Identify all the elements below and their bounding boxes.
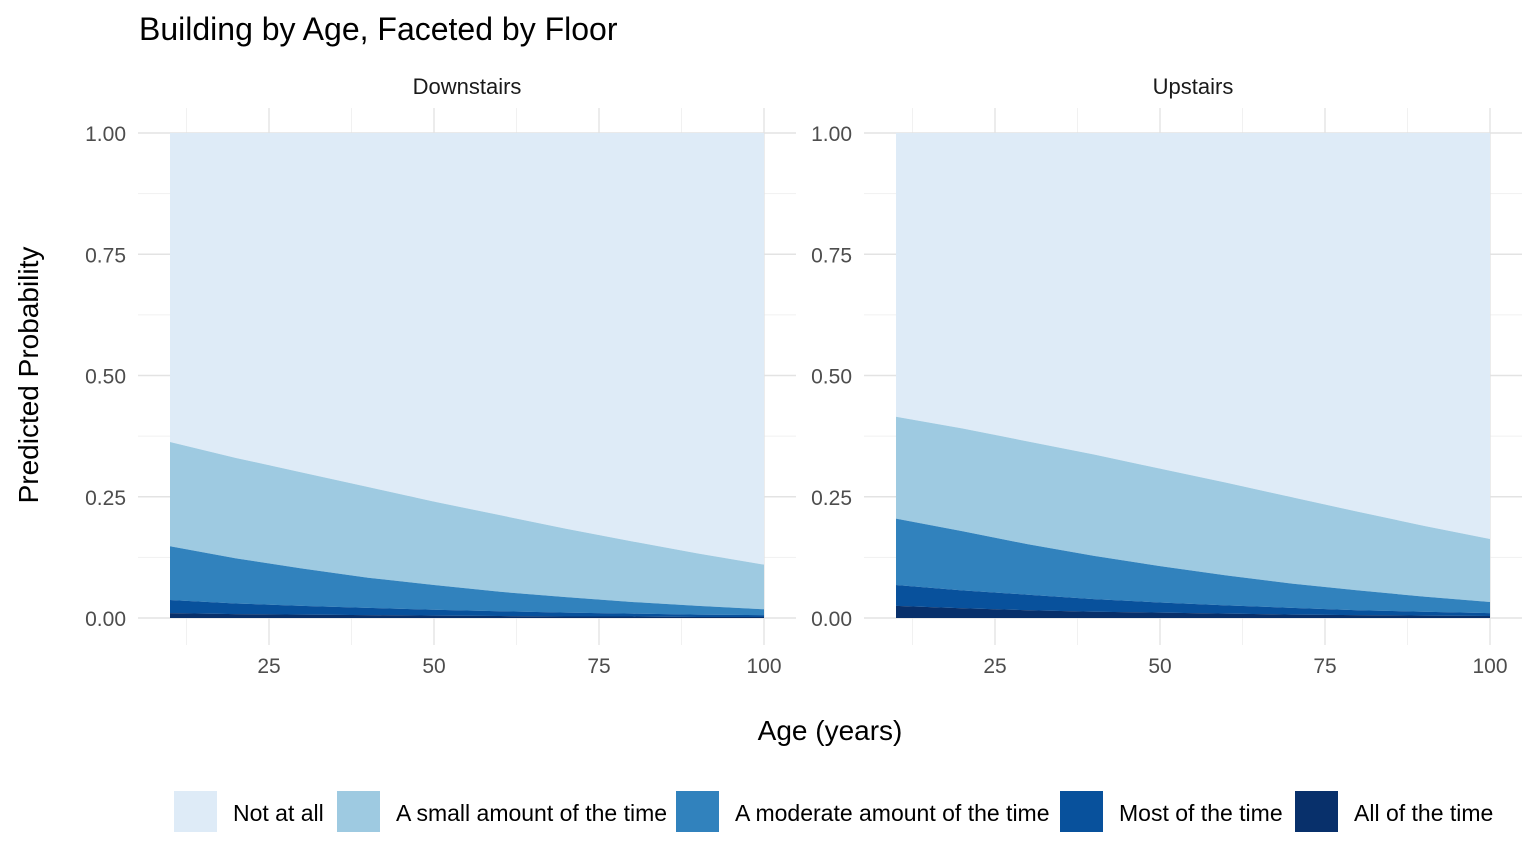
x-axis-label: Age (years) bbox=[758, 715, 903, 746]
x-tick-label: 75 bbox=[1313, 655, 1336, 678]
area-most-of-the-time bbox=[896, 585, 1490, 617]
legend-swatch bbox=[1060, 791, 1103, 832]
area-a-moderate-amount-of-the-time bbox=[896, 518, 1490, 614]
area-all-of-the-time bbox=[170, 613, 764, 618]
legend-swatch bbox=[337, 791, 380, 832]
legend-label: A moderate amount of the time bbox=[735, 800, 1050, 826]
y-tick-label: 0.50 bbox=[811, 366, 852, 389]
x-tick-label: 25 bbox=[257, 655, 280, 678]
legend-swatch bbox=[676, 791, 719, 832]
x-tick-label: 25 bbox=[983, 655, 1006, 678]
legend-item-not-at-all: Not at all bbox=[174, 791, 324, 832]
legend-item-a-moderate-amount-of-the-time: A moderate amount of the time bbox=[676, 791, 1050, 832]
y-tick-label: 0.25 bbox=[85, 487, 126, 510]
legend-label: Not at all bbox=[233, 800, 324, 826]
legend-swatch bbox=[1295, 791, 1338, 832]
y-tick-label: 1.00 bbox=[811, 123, 852, 146]
legend-item-all-of-the-time: All of the time bbox=[1295, 791, 1493, 832]
y-tick-labels: 0.00 0.25 0.50 0.75 1.00 bbox=[85, 123, 126, 631]
area-series bbox=[896, 133, 1490, 618]
x-tick-labels: 25 50 75 100 bbox=[257, 655, 781, 678]
legend-label: All of the time bbox=[1354, 800, 1493, 826]
legend-label: A small amount of the time bbox=[396, 800, 667, 826]
area-all-of-the-time bbox=[896, 605, 1490, 618]
x-tick-label: 50 bbox=[1148, 655, 1171, 678]
x-tick-label: 100 bbox=[1472, 655, 1507, 678]
y-tick-label: 1.00 bbox=[85, 123, 126, 146]
x-tick-label: 50 bbox=[422, 655, 445, 678]
y-tick-label: 0.00 bbox=[85, 608, 126, 631]
area-series bbox=[170, 133, 764, 618]
facet-strip-label: Upstairs bbox=[1153, 74, 1234, 99]
y-tick-label: 0.75 bbox=[811, 244, 852, 267]
y-tick-label: 0.50 bbox=[85, 366, 126, 389]
y-tick-label: 0.25 bbox=[811, 487, 852, 510]
area-not-at-all bbox=[896, 133, 1490, 539]
chart-title: Building by Age, Faceted by Floor bbox=[139, 11, 618, 47]
y-axis-label: Predicted Probability bbox=[13, 247, 44, 504]
legend-item-most-of-the-time: Most of the time bbox=[1060, 791, 1283, 832]
area-a-moderate-amount-of-the-time bbox=[170, 546, 764, 616]
y-tick-labels: 0.00 0.25 0.50 0.75 1.00 bbox=[811, 123, 852, 631]
facet-downstairs: Downstairs 0.00 0.25 0.50 0.75 1.00 25 50 75 100 bbox=[85, 74, 796, 678]
x-tick-labels: 25 50 75 100 bbox=[983, 655, 1507, 678]
area-not-at-all bbox=[170, 133, 764, 565]
facet-upstairs: Upstairs 0.00 0.25 0.50 0.75 1.00 25 50 75 100 bbox=[811, 74, 1522, 678]
y-tick-label: 0.75 bbox=[85, 244, 126, 267]
area-a-small-amount-of-the-time bbox=[170, 441, 764, 610]
legend-label: Most of the time bbox=[1119, 800, 1283, 826]
facet-strip-label: Downstairs bbox=[413, 74, 522, 99]
x-tick-label: 100 bbox=[746, 655, 781, 678]
y-tick-label: 0.00 bbox=[811, 608, 852, 631]
x-tick-label: 75 bbox=[587, 655, 610, 678]
area-a-small-amount-of-the-time bbox=[896, 416, 1490, 602]
legend-item-a-small-amount-of-the-time: A small amount of the time bbox=[337, 791, 667, 832]
area-most-of-the-time bbox=[170, 600, 764, 618]
legend: Not at all A small amount of the time A mo… bbox=[174, 791, 1493, 832]
legend-swatch bbox=[174, 791, 217, 832]
